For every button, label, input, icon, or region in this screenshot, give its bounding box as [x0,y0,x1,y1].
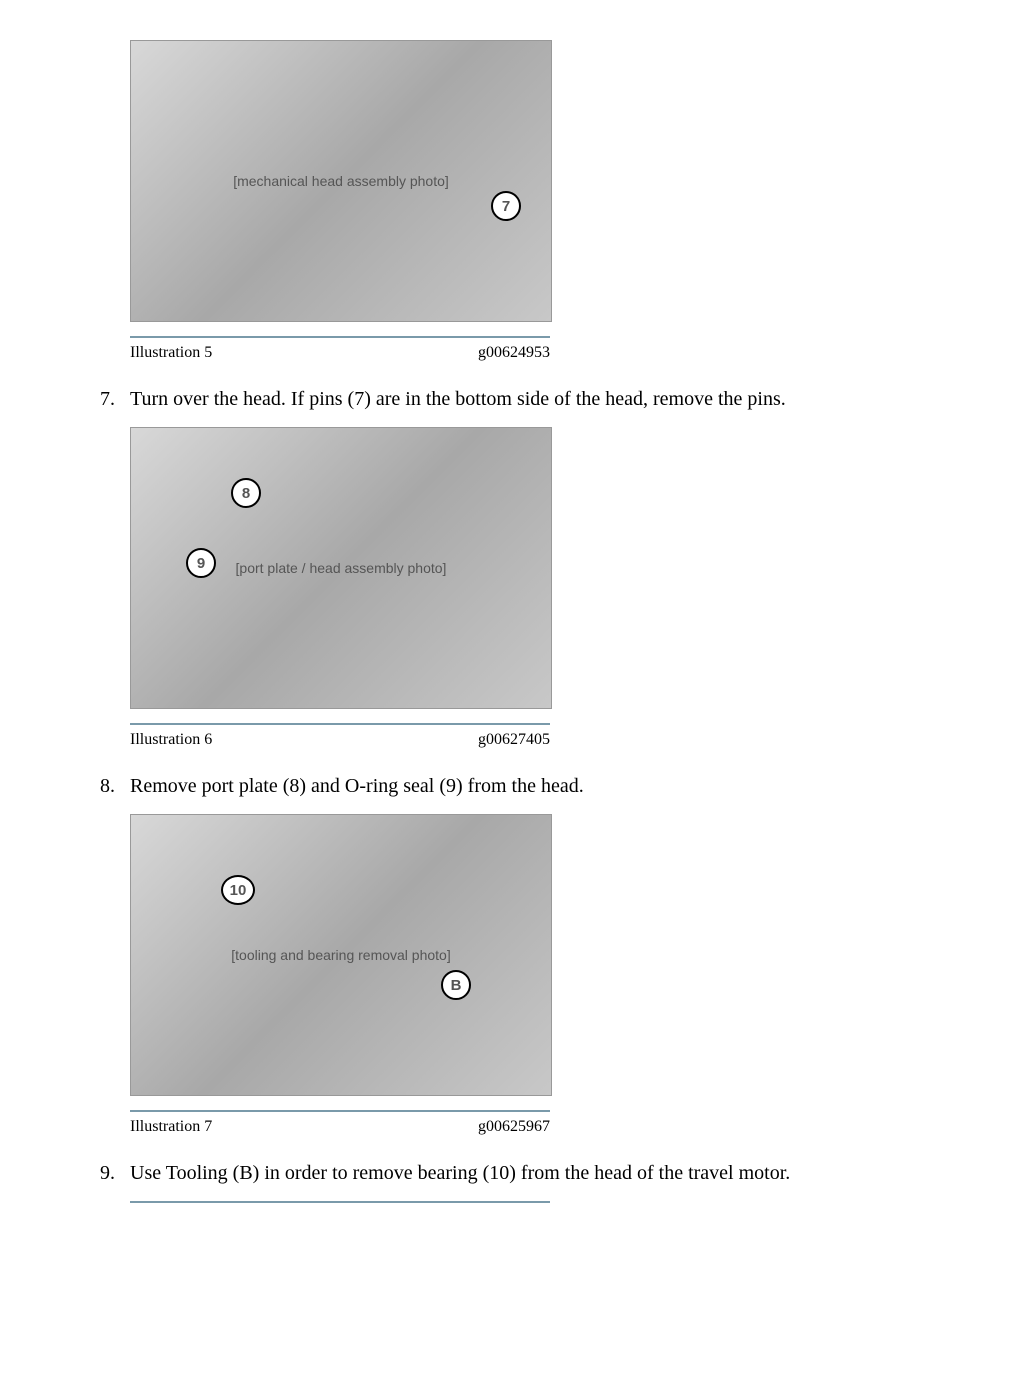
step-number: 8. [100,773,130,800]
caption-rule [130,1110,550,1112]
bottom-rule [130,1201,550,1203]
caption-row: Illustration 6 g00627405 [130,731,550,749]
step-7: 7. Turn over the head. If pins (7) are i… [100,386,964,413]
step-9: 9. Use Tooling (B) in order to remove be… [100,1160,964,1187]
illustration-label: Illustration 5 [130,344,212,362]
illustration-code: g00627405 [478,731,550,749]
callout-7: 7 [491,191,521,221]
illustration-label: Illustration 7 [130,1118,212,1136]
illustration-label: Illustration 6 [130,731,212,749]
caption-rule [130,723,550,725]
figure-block: [tooling and bearing removal photo] 10 B… [130,814,964,1136]
figure-photo: [mechanical head assembly photo] 7 [130,40,552,322]
illustration-code: g00625967 [478,1118,550,1136]
photo-placeholder-text: [mechanical head assembly photo] [233,173,449,189]
step-text: Remove port plate (8) and O-ring seal (9… [130,773,584,800]
callout-10: 10 [221,875,255,905]
figure-photo: [port plate / head assembly photo] 8 9 [130,427,552,709]
photo-placeholder-text: [port plate / head assembly photo] [236,560,447,576]
figure-photo: [tooling and bearing removal photo] 10 B [130,814,552,1096]
step-text: Turn over the head. If pins (7) are in t… [130,386,786,413]
step-text: Use Tooling (B) in order to remove beari… [130,1160,790,1187]
callout-b: B [441,970,471,1000]
callout-9: 9 [186,548,216,578]
figure-block: [port plate / head assembly photo] 8 9 I… [130,427,964,749]
caption-row: Illustration 7 g00625967 [130,1118,550,1136]
step-8: 8. Remove port plate (8) and O-ring seal… [100,773,964,800]
step-number: 9. [100,1160,130,1187]
photo-placeholder-text: [tooling and bearing removal photo] [231,947,450,963]
step-number: 7. [100,386,130,413]
figure-block: [mechanical head assembly photo] 7 Illus… [130,40,964,362]
callout-8: 8 [231,478,261,508]
illustration-code: g00624953 [478,344,550,362]
caption-row: Illustration 5 g00624953 [130,344,550,362]
caption-rule [130,336,550,338]
